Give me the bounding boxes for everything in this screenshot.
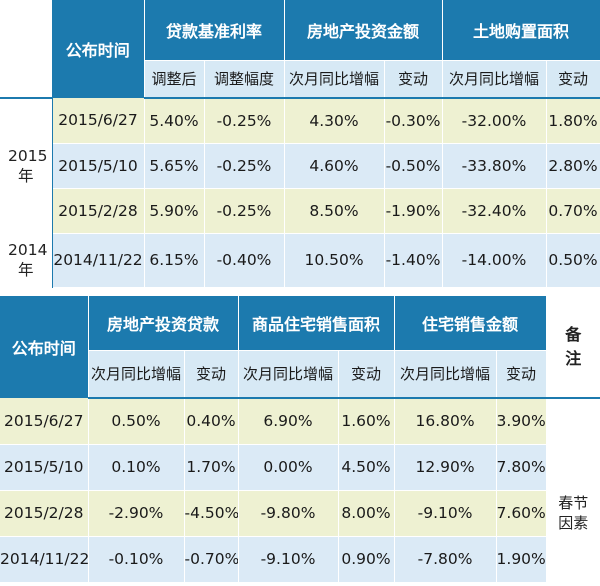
subheader-yoy: 次月同比增幅 — [441, 59, 547, 99]
value-cell: -32.00% — [442, 98, 547, 144]
value-cell: -1.40% — [384, 233, 443, 288]
value-cell: -0.50% — [384, 143, 443, 189]
value-cell: 4.30% — [284, 98, 385, 144]
note-header: 备注 — [546, 296, 600, 399]
value-cell: 0.50% — [546, 233, 600, 288]
value-cell: -7.80% — [394, 536, 497, 583]
publish-time-header: 公布时间 — [0, 296, 89, 398]
note-cell-spring-festival: 春节因素 — [546, 490, 600, 536]
subheader-change: 变动 — [383, 59, 443, 99]
land-area-header: 土地购置面积 — [442, 0, 600, 60]
value-cell: 1.80% — [546, 98, 600, 144]
table-row: 2014年 2014/11/22 6.15% -0.40% 10.50% -1.… — [0, 233, 600, 288]
value-cell: -0.25% — [204, 143, 285, 189]
value-cell: 2.80% — [546, 143, 600, 189]
value-cell: 0.50% — [88, 398, 185, 445]
value-cell: 6.15% — [144, 233, 205, 288]
value-cell: -0.30% — [384, 98, 443, 144]
publish-time-header: 公布时间 — [52, 0, 145, 98]
date-cell: 2015/5/10 — [0, 444, 89, 491]
housing-sales-amount-header: 住宅销售金额 — [394, 296, 547, 350]
value-cell: 4.60% — [284, 143, 385, 189]
value-cell: -0.40% — [204, 233, 285, 288]
subheader-yoy: 次月同比增幅 — [283, 59, 385, 99]
value-cell: -9.10% — [394, 490, 497, 537]
value-cell: -9.80% — [238, 490, 339, 537]
value-cell: -0.25% — [204, 98, 285, 144]
subheader-adjusted: 调整后 — [143, 59, 205, 99]
value-cell: 1.90% — [496, 536, 547, 583]
date-cell: 2015/2/28 — [52, 188, 145, 234]
value-cell: 5.40% — [144, 98, 205, 144]
subheader-change: 变动 — [495, 349, 547, 399]
value-cell: -0.70% — [184, 536, 239, 583]
value-cell: -33.80% — [442, 143, 547, 189]
value-cell: 8.50% — [284, 188, 385, 234]
date-cell: 2015/5/10 — [52, 143, 145, 189]
date-cell: 2014/11/22 — [52, 233, 145, 288]
date-cell: 2014/11/22 — [0, 536, 89, 583]
value-cell: 5.90% — [144, 188, 205, 234]
table-row: 2015年 2015/6/27 5.40% -0.25% 4.30% -0.30… — [0, 98, 600, 233]
value-cell: 10.50% — [284, 233, 385, 288]
subheader-change: 变动 — [337, 349, 395, 399]
date-cell: 2015/6/27 — [0, 398, 89, 445]
value-cell: 1.60% — [338, 398, 395, 445]
date-cell: 2015/6/27 — [52, 98, 145, 144]
value-cell: 5.65% — [144, 143, 205, 189]
loan-rate-header: 贷款基准利率 — [144, 0, 285, 60]
note-cell — [546, 398, 600, 444]
value-cell: -0.25% — [204, 188, 285, 234]
re-loan-header: 房地产投资贷款 — [88, 296, 239, 350]
table-row: 2015/5/10 0.10% 1.70% 0.00% 4.50% 12.90%… — [0, 444, 600, 491]
table-row: 2014/11/22 -0.10% -0.70% -9.10% 0.90% -7… — [0, 536, 600, 583]
value-cell: 7.80% — [496, 444, 547, 491]
value-cell: -2.90% — [88, 490, 185, 537]
subheader-yoy: 次月同比增幅 — [87, 349, 185, 399]
value-cell: 0.90% — [338, 536, 395, 583]
re-investment-header: 房地产投资金额 — [284, 0, 443, 60]
subheader-change: 变动 — [183, 349, 239, 399]
corner-blank — [0, 0, 52, 60]
value-cell: 0.00% — [238, 444, 339, 491]
value-cell: -0.10% — [88, 536, 185, 583]
note-cell — [546, 536, 600, 582]
value-cell: 8.00% — [338, 490, 395, 537]
value-cell: 3.90% — [496, 398, 547, 445]
date-cell: 2015/2/28 — [0, 490, 89, 537]
value-cell: 4.50% — [338, 444, 395, 491]
value-cell: -4.50% — [184, 490, 239, 537]
value-cell: 0.10% — [88, 444, 185, 491]
value-cell: -1.90% — [384, 188, 443, 234]
subheader-adjust-range: 调整幅度 — [203, 59, 285, 99]
value-cell: 16.80% — [394, 398, 497, 445]
corner-blank-2 — [0, 60, 52, 99]
housing-sales-area-header: 商品住宅销售面积 — [238, 296, 395, 350]
subheader-yoy: 次月同比增幅 — [393, 349, 497, 399]
value-cell: 1.70% — [184, 444, 239, 491]
value-cell: 6.90% — [238, 398, 339, 445]
subheader-change: 变动 — [545, 59, 600, 99]
value-cell: 7.60% — [496, 490, 547, 537]
value-cell: 12.90% — [394, 444, 497, 491]
value-cell: -14.00% — [442, 233, 547, 288]
value-cell: 0.70% — [546, 188, 600, 234]
value-cell: 0.40% — [184, 398, 239, 445]
year-label-2015: 2015年 — [0, 98, 53, 233]
value-cell: -9.10% — [238, 536, 339, 583]
table-row: 2015/2/28 -2.90% -4.50% -9.80% 8.00% -9.… — [0, 490, 600, 537]
note-cell — [546, 444, 600, 490]
table-row: 2015/5/10 5.65% -0.25% 4.60% -0.50% -33.… — [0, 143, 600, 189]
table-row: 2015/2/28 5.90% -0.25% 8.50% -1.90% -32.… — [0, 188, 600, 234]
year-label-2014: 2014年 — [0, 233, 53, 287]
table-row: 2015/6/27 0.50% 0.40% 6.90% 1.60% 16.80%… — [0, 398, 600, 445]
loan-sales-table: 公布时间 房地产投资贷款 商品住宅销售面积 住宅销售金额 备注 次月同比增幅 变… — [0, 296, 600, 583]
value-cell: -32.40% — [442, 188, 547, 234]
rate-investment-table: 公布时间 贷款基准利率 房地产投资金额 土地购置面积 调整后 调整幅度 次月同比… — [0, 0, 600, 288]
subheader-yoy: 次月同比增幅 — [237, 349, 339, 399]
